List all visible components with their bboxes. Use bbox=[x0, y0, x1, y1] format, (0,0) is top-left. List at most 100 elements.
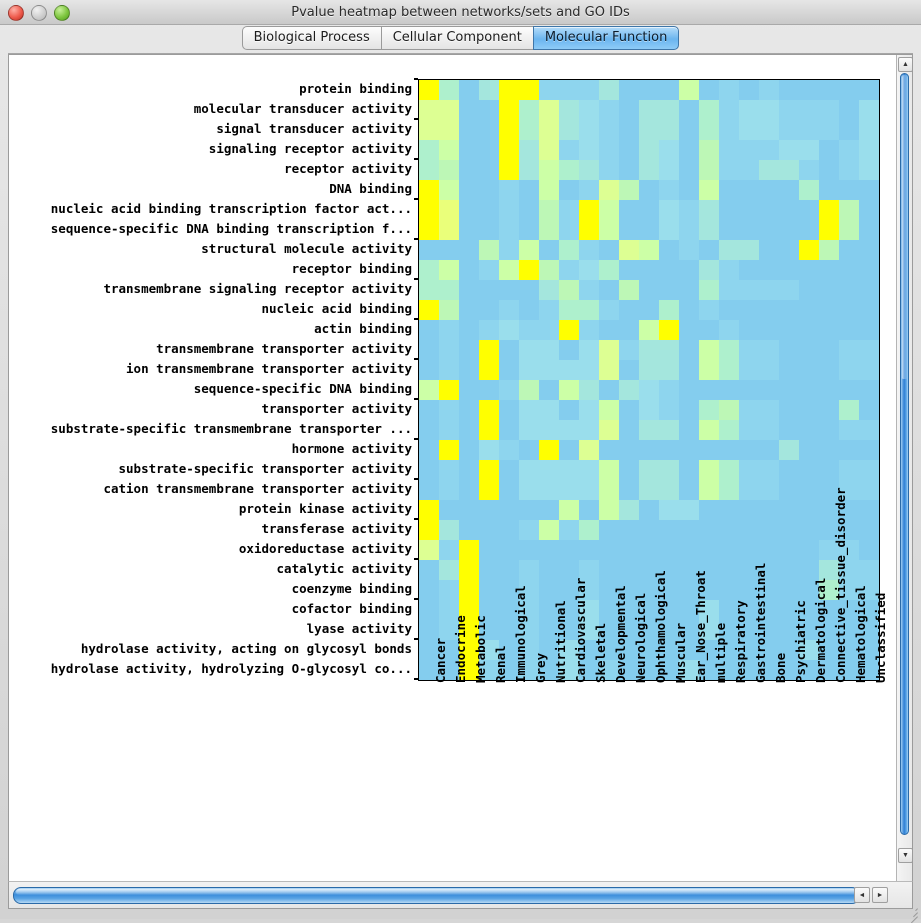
heatmap-cell[interactable] bbox=[519, 500, 539, 520]
heatmap-cell[interactable] bbox=[599, 240, 619, 260]
heatmap-cell[interactable] bbox=[599, 340, 619, 360]
heatmap-cell[interactable] bbox=[699, 220, 719, 240]
heatmap-cell[interactable] bbox=[759, 120, 779, 140]
heatmap-cell[interactable] bbox=[759, 140, 779, 160]
heatmap-cell[interactable] bbox=[479, 80, 499, 100]
heatmap-cell[interactable] bbox=[619, 160, 639, 180]
heatmap-cell[interactable] bbox=[579, 500, 599, 520]
heatmap-cell[interactable] bbox=[479, 160, 499, 180]
heatmap-cell[interactable] bbox=[759, 380, 779, 400]
heatmap-cell[interactable] bbox=[439, 140, 459, 160]
heatmap-cell[interactable] bbox=[459, 220, 479, 240]
heatmap-cell[interactable] bbox=[439, 120, 459, 140]
heatmap-cell[interactable] bbox=[579, 300, 599, 320]
heatmap-cell[interactable] bbox=[799, 400, 819, 420]
heatmap-cell[interactable] bbox=[519, 120, 539, 140]
zoom-button[interactable] bbox=[54, 5, 70, 21]
heatmap-cell[interactable] bbox=[839, 360, 859, 380]
heatmap-cell[interactable] bbox=[799, 180, 819, 200]
heatmap-cell[interactable] bbox=[739, 200, 759, 220]
heatmap-cell[interactable] bbox=[639, 280, 659, 300]
tab-cellular-component[interactable]: Cellular Component bbox=[381, 26, 533, 50]
heatmap-cell[interactable] bbox=[479, 500, 499, 520]
heatmap-cell[interactable] bbox=[659, 380, 679, 400]
heatmap-cell[interactable] bbox=[819, 360, 839, 380]
heatmap-cell[interactable] bbox=[759, 320, 779, 340]
heatmap-cell[interactable] bbox=[799, 300, 819, 320]
heatmap-cell[interactable] bbox=[479, 420, 499, 440]
heatmap-cell[interactable] bbox=[659, 460, 679, 480]
heatmap-cell[interactable] bbox=[499, 280, 519, 300]
tab-molecular-function[interactable]: Molecular Function bbox=[533, 26, 680, 50]
heatmap-cell[interactable] bbox=[639, 440, 659, 460]
heatmap-cell[interactable] bbox=[819, 300, 839, 320]
heatmap-cell[interactable] bbox=[619, 540, 639, 560]
heatmap-cell[interactable] bbox=[599, 520, 619, 540]
heatmap-cell[interactable] bbox=[639, 540, 659, 560]
heatmap-cell[interactable] bbox=[839, 200, 859, 220]
heatmap-cell[interactable] bbox=[599, 420, 619, 440]
heatmap-cell[interactable] bbox=[459, 320, 479, 340]
heatmap-cell[interactable] bbox=[419, 600, 439, 620]
heatmap-cell[interactable] bbox=[819, 140, 839, 160]
heatmap-cell[interactable] bbox=[599, 400, 619, 420]
heatmap-cell[interactable] bbox=[579, 340, 599, 360]
heatmap-cell[interactable] bbox=[499, 180, 519, 200]
heatmap-cell[interactable] bbox=[559, 360, 579, 380]
heatmap-cell[interactable] bbox=[799, 280, 819, 300]
heatmap-cell[interactable] bbox=[619, 80, 639, 100]
heatmap-cell[interactable] bbox=[459, 480, 479, 500]
heatmap-cell[interactable] bbox=[439, 580, 459, 600]
heatmap-cell[interactable] bbox=[459, 340, 479, 360]
heatmap-cell[interactable] bbox=[819, 280, 839, 300]
heatmap-cell[interactable] bbox=[799, 480, 819, 500]
heatmap-cell[interactable] bbox=[639, 340, 659, 360]
heatmap-cell[interactable] bbox=[439, 80, 459, 100]
heatmap-cell[interactable] bbox=[679, 120, 699, 140]
heatmap-cell[interactable] bbox=[659, 200, 679, 220]
heatmap-cell[interactable] bbox=[599, 220, 619, 240]
heatmap-cell[interactable] bbox=[479, 100, 499, 120]
heatmap-cell[interactable] bbox=[719, 80, 739, 100]
heatmap-cell[interactable] bbox=[539, 540, 559, 560]
heatmap-cell[interactable] bbox=[839, 180, 859, 200]
heatmap-cell[interactable] bbox=[839, 460, 859, 480]
heatmap-cell[interactable] bbox=[539, 420, 559, 440]
heatmap-cell[interactable] bbox=[419, 380, 439, 400]
heatmap-cell[interactable] bbox=[499, 80, 519, 100]
heatmap-cell[interactable] bbox=[779, 560, 799, 580]
heatmap-cell[interactable] bbox=[479, 320, 499, 340]
heatmap-cell[interactable] bbox=[439, 480, 459, 500]
heatmap-cell[interactable] bbox=[539, 460, 559, 480]
heatmap-cell[interactable] bbox=[519, 420, 539, 440]
heatmap-cell[interactable] bbox=[859, 540, 879, 560]
heatmap-cell[interactable] bbox=[659, 320, 679, 340]
heatmap-cell[interactable] bbox=[619, 460, 639, 480]
heatmap-cell[interactable] bbox=[459, 500, 479, 520]
heatmap-cell[interactable] bbox=[519, 520, 539, 540]
heatmap-cell[interactable] bbox=[519, 540, 539, 560]
heatmap-cell[interactable] bbox=[439, 400, 459, 420]
heatmap-cell[interactable] bbox=[719, 460, 739, 480]
heatmap-cell[interactable] bbox=[519, 320, 539, 340]
heatmap-cell[interactable] bbox=[799, 380, 819, 400]
heatmap-cell[interactable] bbox=[719, 520, 739, 540]
heatmap-cell[interactable] bbox=[579, 360, 599, 380]
heatmap-cell[interactable] bbox=[579, 100, 599, 120]
heatmap-cell[interactable] bbox=[639, 260, 659, 280]
heatmap-cell[interactable] bbox=[779, 220, 799, 240]
heatmap-cell[interactable] bbox=[479, 440, 499, 460]
heatmap-cell[interactable] bbox=[859, 420, 879, 440]
heatmap-cell[interactable] bbox=[779, 260, 799, 280]
heatmap-cell[interactable] bbox=[419, 400, 439, 420]
heatmap-cell[interactable] bbox=[739, 300, 759, 320]
heatmap-cell[interactable] bbox=[539, 400, 559, 420]
heatmap-cell[interactable] bbox=[499, 140, 519, 160]
heatmap-cell[interactable] bbox=[639, 500, 659, 520]
heatmap-cell[interactable] bbox=[719, 240, 739, 260]
heatmap-cell[interactable] bbox=[719, 300, 739, 320]
heatmap-cell[interactable] bbox=[739, 540, 759, 560]
heatmap-cell[interactable] bbox=[539, 300, 559, 320]
heatmap-cell[interactable] bbox=[559, 340, 579, 360]
heatmap-cell[interactable] bbox=[759, 500, 779, 520]
